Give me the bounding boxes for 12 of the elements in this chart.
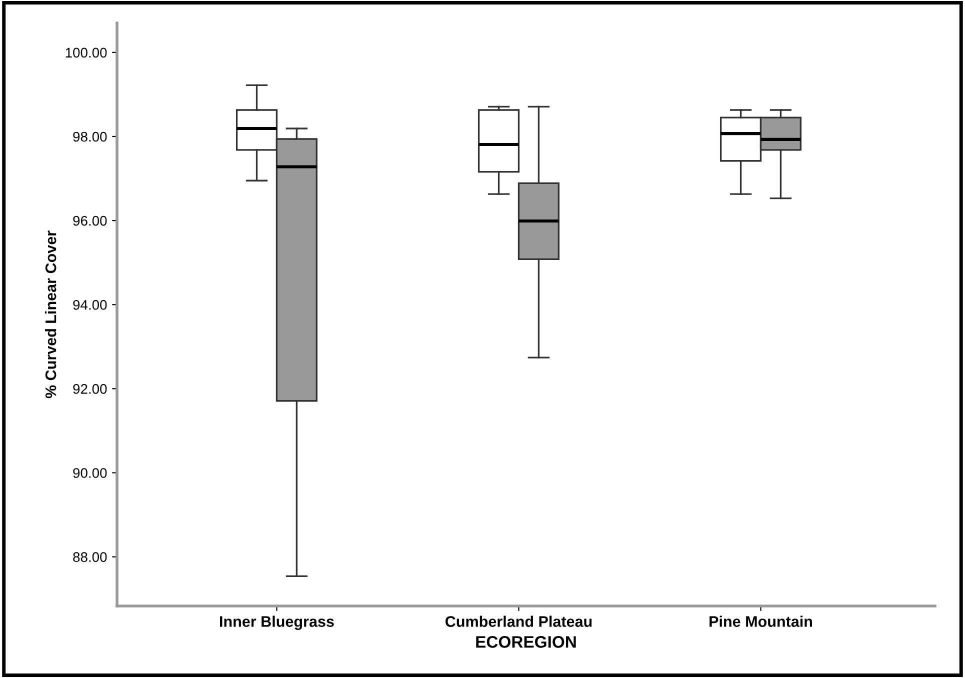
y-tick-label: 92.00 (73, 384, 107, 394)
y-tick-label: 96.00 (73, 216, 107, 226)
x-tick-label: Inner Bluegrass (220, 616, 334, 630)
y-tick-label: 100.00 (66, 48, 107, 58)
y-tick-label: 88.00 (73, 552, 107, 562)
x-tick-label: Cumberland Plateau (446, 616, 592, 627)
x-axis-title: ECOREGION (476, 636, 576, 648)
x-tick-label: Pine Mountain (710, 616, 812, 627)
y-axis-title: % Curved Linear Cover (45, 230, 56, 398)
y-tick-label: 98.00 (73, 132, 107, 142)
y-tick-label: 94.00 (73, 300, 107, 310)
y-tick-label: 90.00 (73, 468, 107, 478)
